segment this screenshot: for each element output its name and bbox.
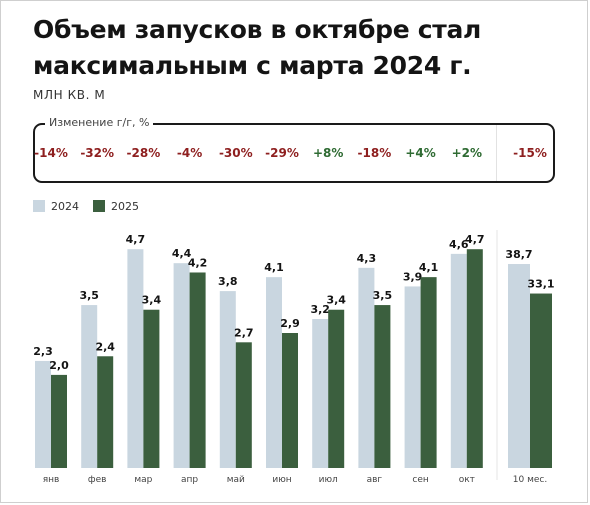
category-label: окт <box>459 475 475 485</box>
legend-swatch-2025 <box>93 200 105 212</box>
yoy-value: -14% <box>34 146 68 160</box>
bar-2025-сен <box>420 277 437 468</box>
yoy-total-separator <box>496 125 497 181</box>
bar-2024-сен <box>404 286 421 468</box>
yoy-value: +8% <box>312 146 344 160</box>
bar-2025-мар <box>143 309 160 468</box>
bar-value-label: 3,2 <box>310 303 330 316</box>
bar-value-label: 4,3 <box>357 252 377 265</box>
bar-2024-фев <box>81 305 98 468</box>
yoy-value: -32% <box>80 146 115 160</box>
bar-2025-фев <box>97 356 114 468</box>
bar-value-label: 3,9 <box>403 270 423 283</box>
bar-2024-мар <box>127 249 144 468</box>
bar-total-2024 <box>508 264 530 468</box>
bar-2025-окт <box>466 249 483 468</box>
bar-value-label: 2,7 <box>234 326 254 339</box>
legend-swatch-2024 <box>33 200 45 212</box>
bar-value-label: 2,3 <box>33 345 53 358</box>
category-label: июн <box>272 475 291 485</box>
bar-value-label: 2,9 <box>280 317 300 330</box>
yoy-value: -30% <box>218 146 253 160</box>
category-label: июл <box>319 475 338 485</box>
category-label: апр <box>181 475 198 485</box>
yoy-value: +4% <box>405 146 436 160</box>
category-label: авг <box>367 475 383 485</box>
bar-value-label: 3,8 <box>218 275 238 288</box>
yoy-value: -28% <box>126 146 161 160</box>
category-label-total: 10 мес. <box>513 475 547 485</box>
bar-value-label: 4,6 <box>449 238 469 251</box>
bar-value-label: 3,5 <box>373 289 393 302</box>
bar-value-label: 4,4 <box>172 247 192 260</box>
legend-item-2025: 2025 <box>93 199 139 213</box>
bar-2025-июн <box>282 332 298 468</box>
bar-value-label: 3,4 <box>326 294 346 307</box>
bar-2025-июл <box>328 309 345 468</box>
bar-2024-авг <box>358 267 375 468</box>
bar-value-label: 33,1 <box>527 278 554 291</box>
bar-value-label: 4,2 <box>188 256 208 269</box>
category-label: май <box>227 475 245 485</box>
bar-2024-май <box>219 291 236 468</box>
unit-label: МЛН КВ. М <box>33 88 106 102</box>
category-label: мар <box>134 475 152 485</box>
legend-item-2024: 2024 <box>33 199 79 213</box>
bar-2024-июл <box>312 319 329 468</box>
bar-value-label: 2,4 <box>95 340 115 353</box>
bar-value-label: 38,7 <box>505 248 532 261</box>
bar-value-label: 3,4 <box>142 294 162 307</box>
yoy-value-total: -15% <box>513 146 547 160</box>
bar-total-2025 <box>530 293 552 468</box>
bar-value-label: 4,7 <box>465 233 485 246</box>
bar-2025-май <box>235 342 252 468</box>
bar-value-label: 4,7 <box>126 233 146 246</box>
category-label: янв <box>43 475 60 485</box>
yoy-value: +2% <box>451 146 483 160</box>
bar-2025-апр <box>189 272 206 468</box>
bar-value-label: 4,1 <box>419 261 439 274</box>
bar-value-label: 3,5 <box>79 289 99 302</box>
bar-2024-апр <box>173 263 190 468</box>
bar-2024-окт <box>450 253 467 468</box>
bar-2025-авг <box>374 305 391 468</box>
yoy-value: -4% <box>176 146 203 160</box>
legend-text-2025: 2025 <box>111 199 139 213</box>
chart-title: Объем запусков в октябре стал максимальн… <box>33 15 482 80</box>
bar-2024-июн <box>266 277 282 468</box>
bar-2024-янв <box>35 360 51 468</box>
yoy-value: -18% <box>357 146 392 160</box>
category-label: фев <box>88 475 107 485</box>
yoy-change-label: Изменение г/г, % <box>45 116 154 129</box>
bar-value-label: 2,0 <box>49 359 69 372</box>
yoy-value: -29% <box>265 146 299 160</box>
legend-text-2024: 2024 <box>51 199 79 213</box>
yoy-change-panel <box>33 123 555 183</box>
bar-value-label: 4,1 <box>264 261 284 274</box>
bar-2025-янв <box>51 374 67 468</box>
category-label: сен <box>412 475 428 485</box>
